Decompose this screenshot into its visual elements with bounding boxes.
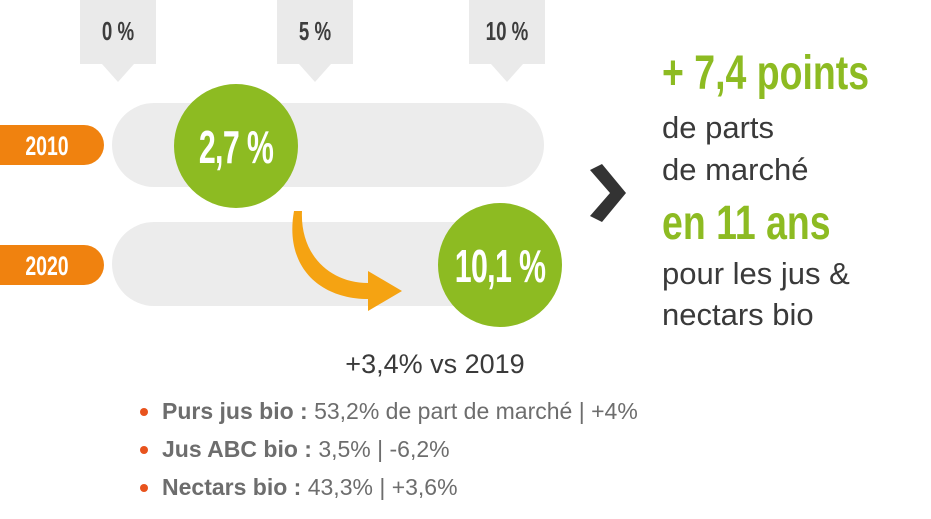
year-tag-2010: 2010 (0, 125, 104, 165)
tick-10: 10 % (469, 0, 545, 82)
bullet-icon (140, 446, 148, 454)
detail-value: 3,5% | -6,2% (318, 436, 450, 462)
list-item: Purs jus bio : 53,2% de part de marché |… (140, 398, 638, 436)
bubble-label-2020: 10,1 % (454, 240, 546, 292)
summary-line-4: nectars bio (662, 297, 814, 332)
tick-label-5: 5 % (298, 16, 332, 46)
year-label-2010: 2010 (25, 131, 69, 161)
bubble-2020: 10,1 % (438, 203, 562, 327)
annotation: +3,4% vs 2019 (345, 349, 525, 379)
chevron-right-icon (590, 164, 626, 222)
curved-arrow-icon (292, 211, 402, 311)
details-list: Purs jus bio : 53,2% de part de marché |… (140, 398, 638, 512)
bubble-label-2010: 2,7 % (198, 121, 274, 173)
detail-name: Purs jus bio : (162, 398, 308, 424)
tick-0: 0 % (80, 0, 156, 82)
summary-line-3: pour les jus & (662, 256, 850, 291)
list-item: Nectars bio : 43,3% | +3,6% (140, 474, 638, 512)
summary-highlight: en 11 ans (662, 197, 831, 250)
summary-line-1: de parts (662, 110, 775, 145)
tick-label-0: 0 % (101, 16, 135, 46)
summary-line-2: de marché (662, 152, 809, 187)
detail-name: Nectars bio : (162, 474, 302, 500)
year-tag-2020: 2020 (0, 245, 104, 285)
detail-value: 53,2% de part de marché | +4% (314, 398, 638, 424)
detail-value: 43,3% | +3,6% (307, 474, 458, 500)
bullet-icon (140, 484, 148, 492)
detail-name: Jus ABC bio : (162, 436, 312, 462)
year-label-2020: 2020 (25, 251, 69, 281)
headline: + 7,4 points (662, 47, 870, 100)
tick-label-10: 10 % (485, 16, 529, 46)
bullet-icon (140, 408, 148, 416)
list-item: Jus ABC bio : 3,5% | -6,2% (140, 436, 638, 474)
tick-5: 5 % (277, 0, 353, 82)
bubble-2010: 2,7 % (174, 84, 298, 208)
